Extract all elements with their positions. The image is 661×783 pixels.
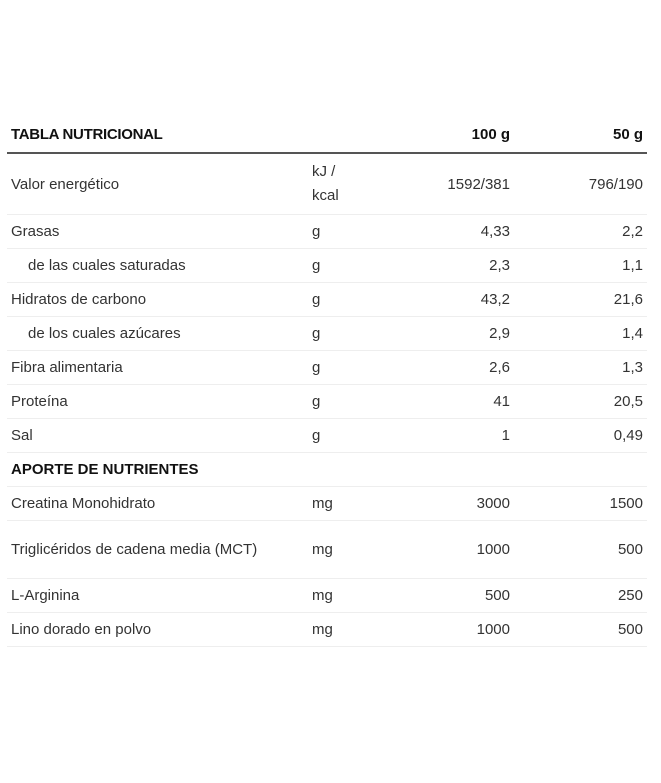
row-value-50g: 1500 xyxy=(514,486,647,521)
table-row: Proteína g 41 20,5 xyxy=(7,384,647,419)
row-value-50g: 500 xyxy=(514,612,647,647)
row-value-100g: 1592/381 xyxy=(386,153,514,215)
row-unit: g xyxy=(302,214,386,249)
row-value-50g: 2,2 xyxy=(514,214,647,249)
row-value-100g: 4,33 xyxy=(386,214,514,249)
table-title: TABLA NUTRICIONAL xyxy=(7,116,302,154)
nutrition-table: TABLA NUTRICIONAL 100 g 50 g Valor energ… xyxy=(7,116,647,647)
row-name: L-Arginina xyxy=(7,578,302,613)
table-header: TABLA NUTRICIONAL 100 g 50 g xyxy=(7,116,647,154)
table-row-energy: Valor energético kJ / kcal 1592/381 796/1… xyxy=(7,153,647,215)
row-value-100g: 2,3 xyxy=(386,248,514,283)
section-header: APORTE DE NUTRIENTES xyxy=(7,452,647,487)
table-row: de las cuales saturadas g 2,3 1,1 xyxy=(7,248,647,283)
col-50g-header: 50 g xyxy=(514,116,647,154)
row-name: Proteína xyxy=(7,384,302,419)
row-value-100g: 500 xyxy=(386,578,514,613)
row-value-50g: 796/190 xyxy=(514,153,647,215)
section-title: APORTE DE NUTRIENTES xyxy=(7,452,647,487)
table-row: Lino dorado en polvo mg 1000 500 xyxy=(7,612,647,647)
row-unit: g xyxy=(302,316,386,351)
row-value-50g: 20,5 xyxy=(514,384,647,419)
table-row: Hidratos de carbono g 43,2 21,6 xyxy=(7,282,647,317)
col-100g-header: 100 g xyxy=(386,116,514,154)
row-name: Grasas xyxy=(7,214,302,249)
row-value-100g: 1 xyxy=(386,418,514,453)
row-value-50g: 21,6 xyxy=(514,282,647,317)
row-value-50g: 500 xyxy=(514,520,647,579)
row-unit: g xyxy=(302,384,386,419)
row-unit: kJ / kcal xyxy=(302,153,386,215)
row-name: Lino dorado en polvo xyxy=(7,612,302,647)
row-value-50g: 1,3 xyxy=(514,350,647,385)
row-value-50g: 1,1 xyxy=(514,248,647,283)
row-unit: mg xyxy=(302,486,386,521)
row-value-50g: 1,4 xyxy=(514,316,647,351)
row-unit: g xyxy=(302,282,386,317)
row-unit: g xyxy=(302,418,386,453)
table-row: Sal g 1 0,49 xyxy=(7,418,647,453)
row-name: Hidratos de carbono xyxy=(7,282,302,317)
row-value-50g: 250 xyxy=(514,578,647,613)
row-value-100g: 2,9 xyxy=(386,316,514,351)
row-unit: g xyxy=(302,248,386,283)
table-row: Fibra alimentaria g 2,6 1,3 xyxy=(7,350,647,385)
table-row: Triglicéridos de cadena media (MCT) mg 100… xyxy=(7,520,647,579)
row-value-50g: 0,49 xyxy=(514,418,647,453)
unit-kcal: kcal xyxy=(312,187,339,204)
table-row: L-Arginina mg 500 250 xyxy=(7,578,647,613)
unit-kj: kJ / xyxy=(312,163,336,180)
row-value-100g: 3000 xyxy=(386,486,514,521)
row-unit: mg xyxy=(302,578,386,613)
row-name: Fibra alimentaria xyxy=(7,350,302,385)
row-name: de los cuales azúcares xyxy=(7,316,302,351)
table-row: Grasas g 4,33 2,2 xyxy=(7,214,647,249)
row-unit: mg xyxy=(302,520,386,579)
row-name: Triglicéridos de cadena media (MCT) xyxy=(7,520,302,579)
row-value-100g: 1000 xyxy=(386,520,514,579)
row-value-100g: 41 xyxy=(386,384,514,419)
row-name: Valor energético xyxy=(7,153,302,215)
row-unit: g xyxy=(302,350,386,385)
row-name: Sal xyxy=(7,418,302,453)
table-row: de los cuales azúcares g 2,9 1,4 xyxy=(7,316,647,351)
row-value-100g: 2,6 xyxy=(386,350,514,385)
row-value-100g: 43,2 xyxy=(386,282,514,317)
table-row: Creatina Monohidrato mg 3000 1500 xyxy=(7,486,647,521)
unit-header xyxy=(302,116,386,154)
row-unit: mg xyxy=(302,612,386,647)
row-value-100g: 1000 xyxy=(386,612,514,647)
row-name: Creatina Monohidrato xyxy=(7,486,302,521)
row-name: de las cuales saturadas xyxy=(7,248,302,283)
